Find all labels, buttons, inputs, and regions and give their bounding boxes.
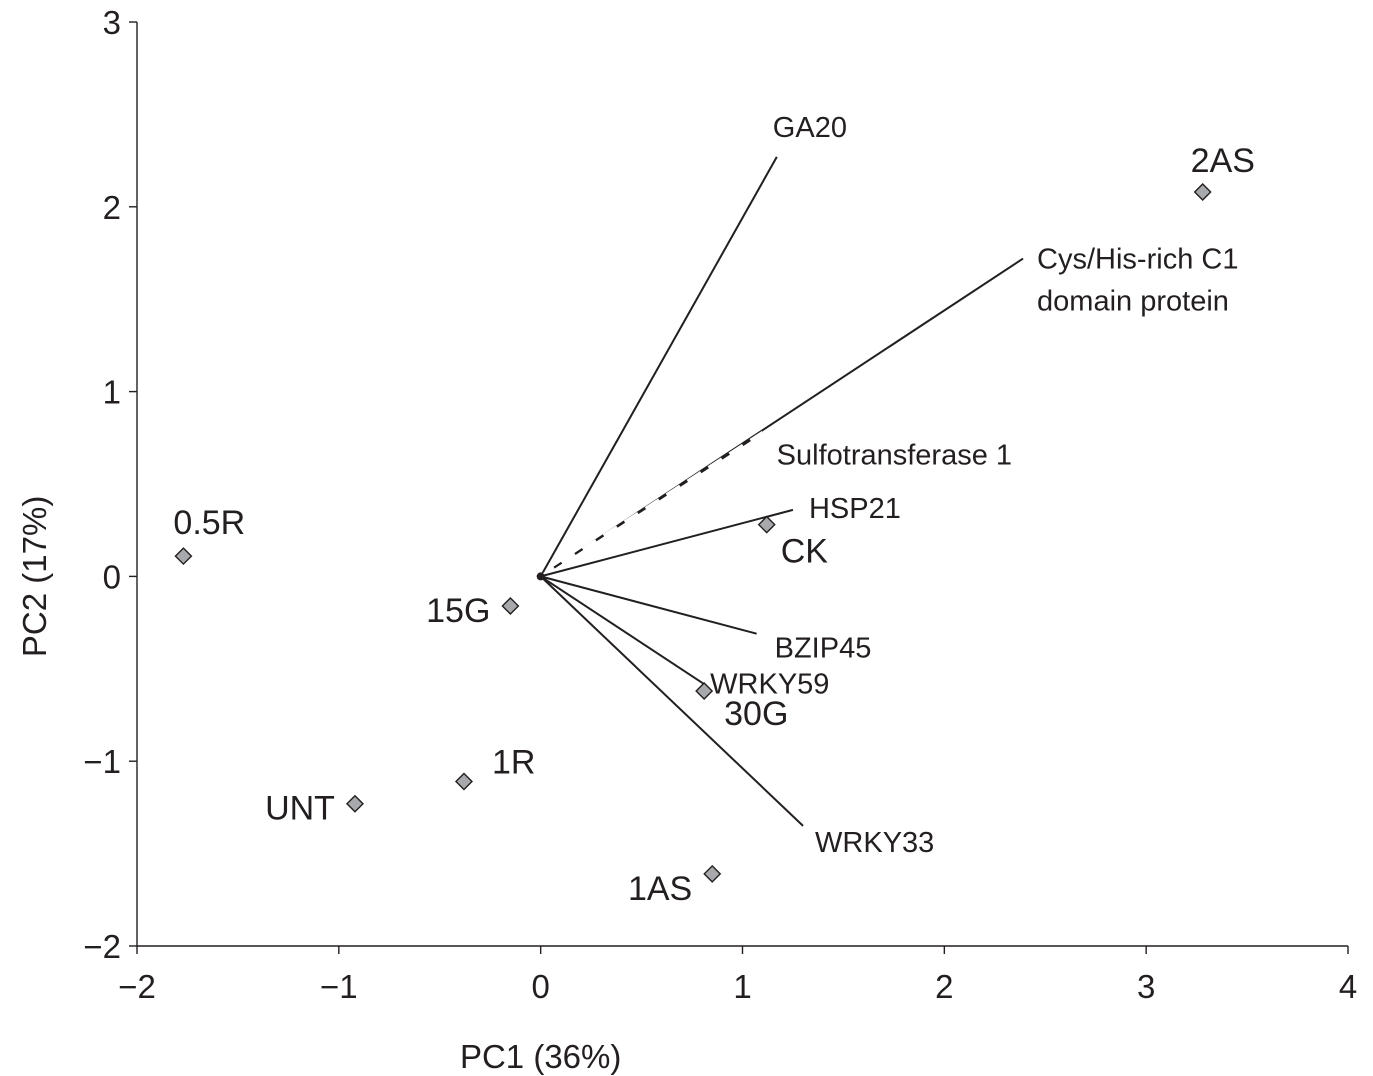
loading-vector-ga20	[539, 156, 778, 577]
sample-label-1r: 1R	[492, 744, 535, 782]
loading-vector-wrky59	[540, 575, 707, 687]
y-tick-label: 0	[103, 558, 121, 595]
y-axis-ticks: −2 −1 0 1 2 3	[83, 4, 137, 965]
x-axis-title: PC1 (36%)	[460, 1038, 621, 1075]
x-tick-label: 0	[531, 968, 549, 1005]
sample-point-1r	[454, 772, 473, 791]
sample-label-30g: 30G	[724, 695, 788, 733]
loading-vector-hsp21	[540, 508, 794, 578]
sample-point-ck	[757, 515, 776, 534]
sample-point-2as	[1193, 183, 1212, 202]
sample-point-0-5r	[174, 547, 193, 566]
loading-label-wrky33: WRKY33	[815, 827, 934, 859]
loading-origin	[536, 572, 545, 581]
x-tick-label: 2	[935, 968, 953, 1005]
loading-label-sulfotransferase-1: Sulfotransferase 1	[777, 439, 1012, 471]
sample-point-30g	[695, 681, 714, 700]
sample-label-1as: 1AS	[628, 870, 692, 908]
y-tick-label: 3	[103, 4, 121, 41]
sample-label-15g: 15G	[426, 592, 490, 630]
loading-label-bzip45: BZIP45	[775, 633, 872, 665]
sample-label-ck: CK	[781, 533, 829, 571]
y-tick-label: 2	[103, 189, 121, 226]
loading-label-ga20: GA20	[773, 112, 847, 144]
sample-point-unt	[345, 794, 364, 813]
y-tick-label: −1	[83, 743, 121, 780]
x-tick-label: −2	[118, 968, 156, 1005]
x-axis-ticks: −2 −1 0 1 2 3 4	[118, 946, 1357, 1005]
x-tick-label: 3	[1137, 968, 1155, 1005]
y-axis-title: PC2 (17%)	[16, 496, 53, 657]
y-tick-label: 1	[103, 374, 121, 411]
sample-label-2as: 2AS	[1191, 142, 1255, 180]
loading-vectors: GA20 Cys/His-rich C1 domain protein Sulfotr…	[536, 112, 1238, 859]
x-tick-label: −1	[320, 968, 358, 1005]
x-tick-label: 4	[1339, 968, 1357, 1005]
y-tick-label: −2	[83, 928, 121, 965]
sample-label-0-5r: 0.5R	[173, 504, 245, 542]
axes: −2 −1 0 1 2 3 4 −2 −1 0 1 2 3	[83, 4, 1357, 1005]
loading-label-hsp21: HSP21	[809, 493, 901, 525]
sample-point-15g	[501, 596, 520, 615]
sample-label-unt: UNT	[265, 790, 335, 828]
loading-vector-bzip45	[540, 575, 757, 635]
sample-point-1as	[703, 864, 722, 883]
sample-points: 2AS 0.5R CK 15G 30G 1R UNT 1AS	[173, 142, 1255, 908]
loading-label-cys-his-rich-c1-domain-protein: Cys/His-rich C1 domain protein	[1037, 244, 1238, 318]
x-tick-label: 1	[733, 968, 751, 1005]
loading-label-wrky59: WRKY59	[710, 668, 829, 700]
loading-vector-wrky33	[539, 575, 804, 827]
loading-vector-sulfotransferase-1	[539, 430, 764, 578]
